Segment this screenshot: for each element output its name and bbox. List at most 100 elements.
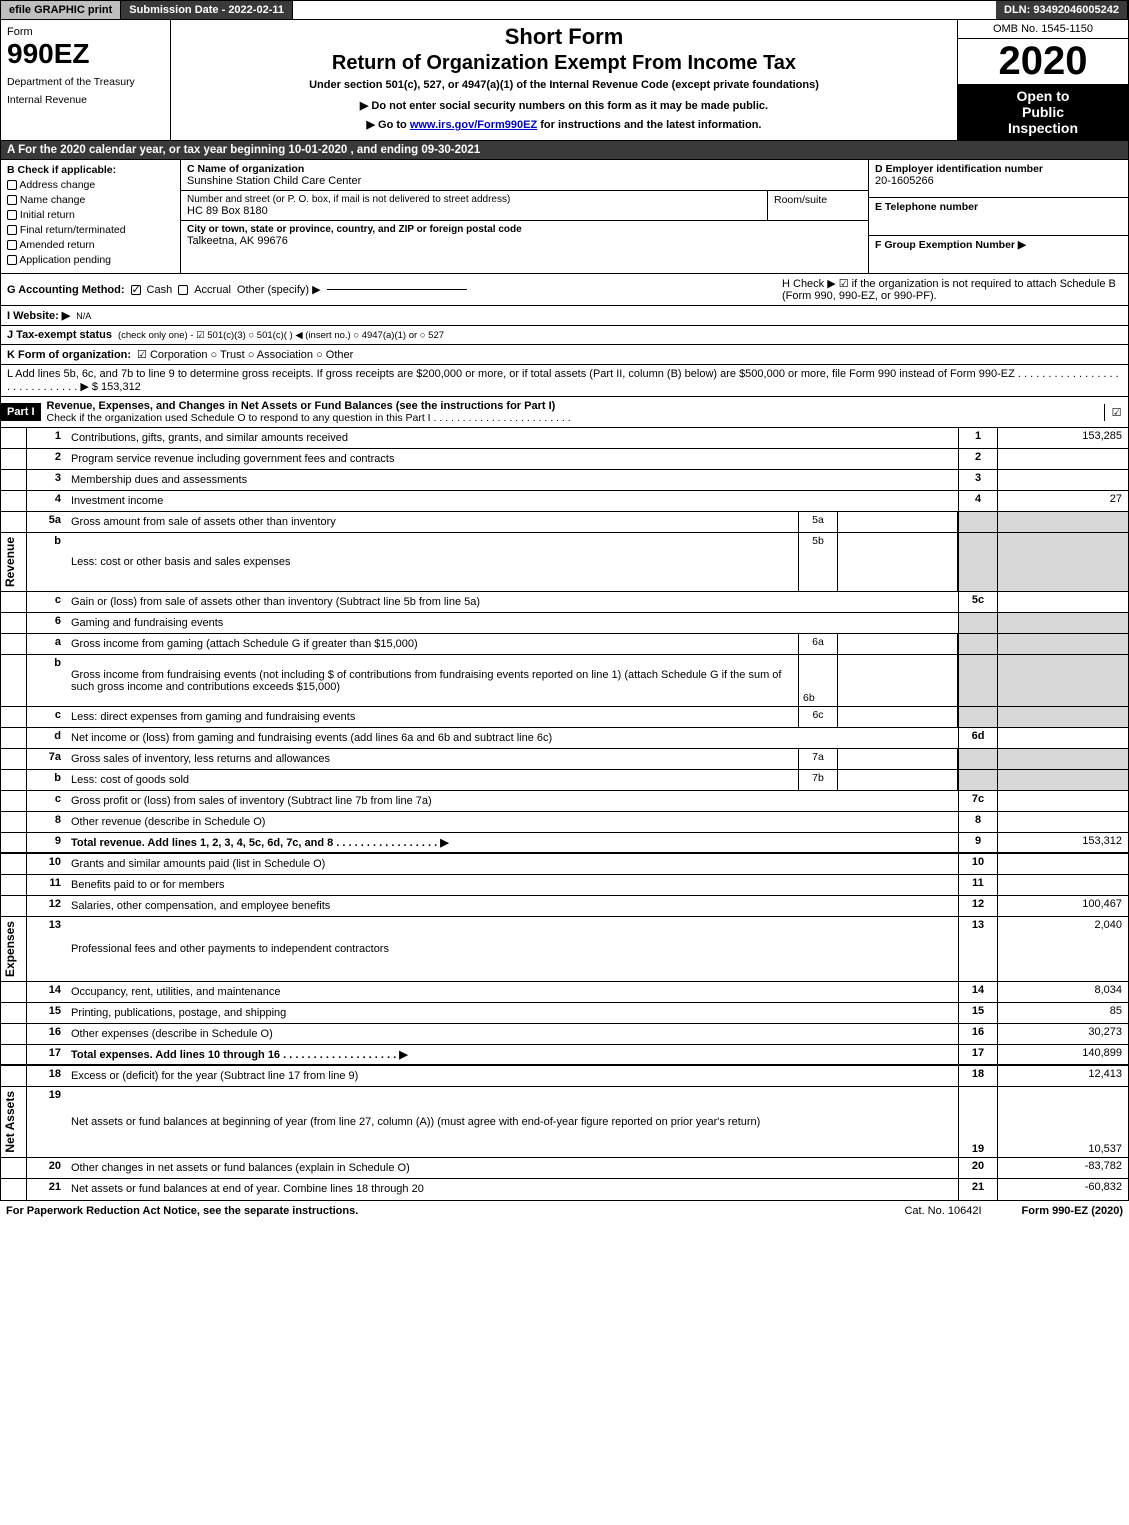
ein-label: D Employer identification number bbox=[875, 163, 1122, 175]
line-4-desc: Investment income bbox=[67, 491, 958, 511]
line-6b-val bbox=[838, 655, 958, 706]
line-10-amt bbox=[998, 854, 1128, 874]
line-19-amt: 10,537 bbox=[998, 1087, 1128, 1157]
line-12-amt: 100,467 bbox=[998, 896, 1128, 916]
instruction-2: ▶ Go to www.irs.gov/Form990EZ for instru… bbox=[177, 118, 951, 131]
part-1-title: Revenue, Expenses, and Changes in Net As… bbox=[41, 397, 1104, 427]
line-18-amt: 12,413 bbox=[998, 1066, 1128, 1086]
line-9-amt: 153,312 bbox=[998, 833, 1128, 852]
subtitle: Under section 501(c), 527, or 4947(a)(1)… bbox=[177, 79, 951, 91]
line-20-desc: Other changes in net assets or fund bala… bbox=[67, 1158, 958, 1178]
org-name: Sunshine Station Child Care Center bbox=[187, 175, 862, 187]
instr2-post: for instructions and the latest informat… bbox=[537, 119, 761, 131]
line-5b-val bbox=[838, 533, 958, 591]
line-7c-desc: Gross profit or (loss) from sales of inv… bbox=[67, 791, 958, 811]
form-org-text: ☑ Corporation ○ Trust ○ Association ○ Ot… bbox=[137, 348, 353, 361]
omb-number: OMB No. 1545-1150 bbox=[958, 20, 1128, 39]
line-5b-desc: Less: cost or other basis and sales expe… bbox=[67, 533, 798, 591]
line-12-desc: Salaries, other compensation, and employ… bbox=[67, 896, 958, 916]
line-j: J Tax-exempt status (check only one) - ☑… bbox=[0, 326, 1129, 345]
line-2-desc: Program service revenue including govern… bbox=[67, 449, 958, 469]
instr2-link[interactable]: www.irs.gov/Form990EZ bbox=[410, 119, 537, 131]
line-21-amt: -60,832 bbox=[998, 1179, 1128, 1200]
line-16-amt: 30,273 bbox=[998, 1024, 1128, 1044]
line-5a-desc: Gross amount from sale of assets other t… bbox=[67, 512, 798, 532]
tax-period: A For the 2020 calendar year, or tax yea… bbox=[0, 141, 1129, 160]
revenue-sidelabel: Revenue bbox=[1, 533, 19, 591]
line-15-amt: 85 bbox=[998, 1003, 1128, 1023]
top-bar: efile GRAPHIC print Submission Date - 20… bbox=[0, 0, 1129, 20]
line-18-desc: Excess or (deficit) for the year (Subtra… bbox=[67, 1066, 958, 1086]
tax-year: 2020 bbox=[958, 39, 1128, 84]
line-k: K Form of organization: ☑ Corporation ○ … bbox=[0, 345, 1129, 365]
part-1-check[interactable]: ☑ bbox=[1104, 404, 1128, 421]
line-8-amt bbox=[998, 812, 1128, 832]
line-i: I Website: ▶ N/A bbox=[0, 306, 1129, 326]
dln: DLN: 93492046005242 bbox=[996, 1, 1128, 19]
form-header: Form 990EZ Department of the Treasury In… bbox=[0, 20, 1129, 141]
other-method-field[interactable] bbox=[327, 289, 467, 290]
line-3-desc: Membership dues and assessments bbox=[67, 470, 958, 490]
instr2-pre: ▶ Go to bbox=[367, 119, 410, 131]
dept-treasury: Department of the Treasury bbox=[7, 76, 164, 88]
check-address[interactable] bbox=[7, 180, 17, 190]
line-17-amt: 140,899 bbox=[998, 1045, 1128, 1064]
line-7b-val bbox=[838, 770, 958, 790]
check-applicable-col: B Check if applicable: Address change Na… bbox=[1, 160, 181, 273]
short-form-title: Short Form bbox=[177, 24, 951, 50]
line-10-desc: Grants and similar amounts paid (list in… bbox=[67, 854, 958, 874]
group-exemption-label: F Group Exemption Number ▶ bbox=[875, 239, 1122, 251]
part-1-header: Part I Revenue, Expenses, and Changes in… bbox=[0, 397, 1129, 428]
line-5a-val bbox=[838, 512, 958, 532]
check-cash[interactable] bbox=[131, 285, 141, 295]
line-6c-val bbox=[838, 707, 958, 727]
line-3-amt bbox=[998, 470, 1128, 490]
line-11-amt bbox=[998, 875, 1128, 895]
efile-label[interactable]: efile GRAPHIC print bbox=[1, 1, 121, 19]
line-21-desc: Net assets or fund balances at end of ye… bbox=[67, 1179, 958, 1200]
phone-label: E Telephone number bbox=[875, 201, 1122, 213]
tax-exempt-label: J Tax-exempt status bbox=[7, 329, 112, 341]
website-label: I Website: ▶ bbox=[7, 309, 70, 322]
check-amended[interactable] bbox=[7, 240, 17, 250]
netassets-sidelabel: Net Assets bbox=[1, 1087, 19, 1157]
line-9-desc: Total revenue. Add lines 1, 2, 3, 4, 5c,… bbox=[67, 833, 958, 852]
line-20-amt: -83,782 bbox=[998, 1158, 1128, 1178]
form-word: Form bbox=[7, 26, 164, 38]
check-accrual[interactable] bbox=[178, 285, 188, 295]
inspection-1: Open to bbox=[962, 88, 1124, 104]
line-h: H Check ▶ ☑ if the organization is not r… bbox=[782, 277, 1122, 302]
line-15-desc: Printing, publications, postage, and shi… bbox=[67, 1003, 958, 1023]
line-5c-amt bbox=[998, 592, 1128, 612]
line-g-h: G Accounting Method: Cash Accrual Other … bbox=[0, 274, 1129, 306]
org-info-box: B Check if applicable: Address change Na… bbox=[0, 160, 1129, 274]
inspection-3: Inspection bbox=[962, 120, 1124, 136]
tax-exempt-text: (check only one) - ☑ 501(c)(3) ○ 501(c)(… bbox=[118, 330, 444, 341]
check-name[interactable] bbox=[7, 195, 17, 205]
check-pending[interactable] bbox=[7, 255, 17, 265]
line-6-desc: Gaming and fundraising events bbox=[67, 613, 958, 633]
check-final[interactable] bbox=[7, 225, 17, 235]
line-1-desc: Contributions, gifts, grants, and simila… bbox=[67, 428, 958, 448]
inspection-badge: Open to Public Inspection bbox=[958, 84, 1128, 140]
line-7a-val bbox=[838, 749, 958, 769]
website-value: N/A bbox=[76, 311, 91, 321]
line-5c-desc: Gain or (loss) from sale of assets other… bbox=[67, 592, 958, 612]
line-6b-desc: Gross income from fundraising events (no… bbox=[67, 655, 798, 706]
instruction-1: ▶ Do not enter social security numbers o… bbox=[177, 99, 951, 112]
check-initial[interactable] bbox=[7, 210, 17, 220]
line-6a-desc: Gross income from gaming (attach Schedul… bbox=[67, 634, 798, 654]
line-6d-desc: Net income or (loss) from gaming and fun… bbox=[67, 728, 958, 748]
return-title: Return of Organization Exempt From Incom… bbox=[177, 52, 951, 75]
line-2-amt bbox=[998, 449, 1128, 469]
line-4-amt: 27 bbox=[998, 491, 1128, 511]
org-address: HC 89 Box 8180 bbox=[187, 205, 761, 217]
line-6a-val bbox=[838, 634, 958, 654]
line-7b-desc: Less: cost of goods sold bbox=[67, 770, 798, 790]
submission-date: Submission Date - 2022-02-11 bbox=[121, 1, 293, 19]
form-ref: Form 990-EZ (2020) bbox=[1022, 1205, 1123, 1217]
cat-number: Cat. No. 10642I bbox=[904, 1205, 981, 1217]
room-suite-label: Room/suite bbox=[768, 191, 868, 220]
line-6c-desc: Less: direct expenses from gaming and fu… bbox=[67, 707, 798, 727]
part-1-badge: Part I bbox=[1, 403, 41, 421]
